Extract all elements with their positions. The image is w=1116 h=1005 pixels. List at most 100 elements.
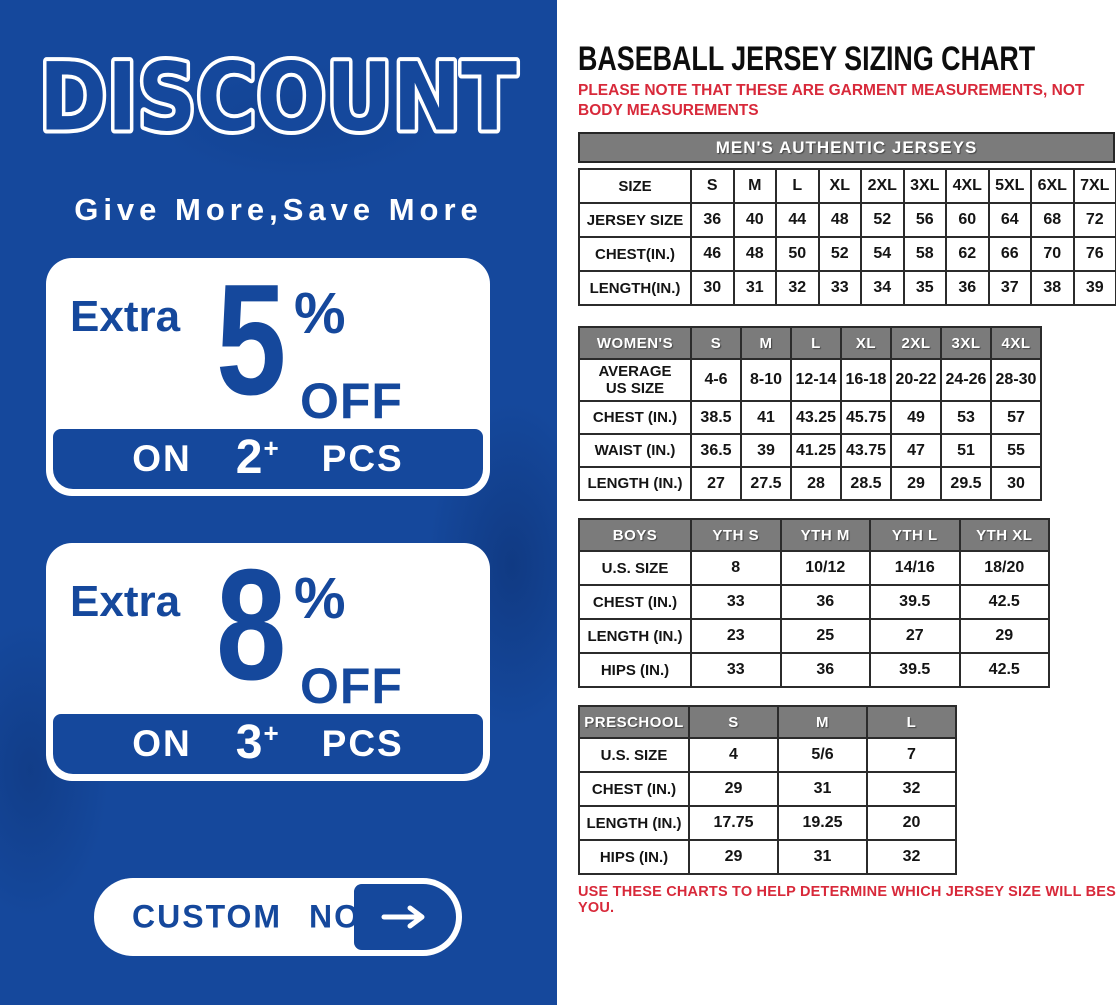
cell-value: 70 [1030, 236, 1075, 273]
cell-value: 39 [1072, 270, 1116, 307]
cell-value: 48 [732, 236, 777, 273]
table-row: CHEST (IN.) 38.5 41 43.25 45.75 49 53 57 [578, 400, 1042, 436]
cell-value: 10/12 [779, 550, 871, 587]
cell-value: 53 [940, 400, 992, 436]
cell-value: 58 [902, 236, 947, 273]
cell-value: 36.5 [690, 433, 742, 469]
arrow-right-icon [354, 884, 456, 950]
row-label: CHEST (IN.) [578, 584, 692, 621]
cell-value: 49 [890, 400, 942, 436]
boys-header-row: BOYS YTH S YTH M YTH L YTH XL [578, 518, 1050, 553]
cell-value: 39 [740, 433, 792, 469]
cell-value: 5XL [987, 168, 1032, 205]
cell-value: 20 [866, 805, 957, 842]
table-row: HIPS (IN.) 33 36 39.5 42.5 [578, 652, 1050, 689]
cell-value: 35 [902, 270, 947, 307]
cell-value: 36 [779, 584, 871, 621]
boys-table-label: BOYS [578, 518, 692, 553]
size-column-header: M [777, 705, 868, 740]
cell-value: 72 [1072, 202, 1116, 239]
cell-value: 46 [690, 236, 735, 273]
cell-value: 36 [690, 202, 735, 239]
discount-title-text: DISCOUNT [39, 44, 517, 153]
sizing-chart-panel: BASEBALL JERSEY SIZING CHART PLEASE NOTE… [557, 0, 1116, 1005]
cell-value: 68 [1030, 202, 1075, 239]
cell-value: 8 [690, 550, 782, 587]
cell-value: 38.5 [690, 400, 742, 436]
cell-value: 16-18 [840, 358, 892, 403]
cell-value: 7XL [1072, 168, 1116, 205]
cell-value: 8-10 [740, 358, 792, 403]
cell-value: 52 [860, 202, 905, 239]
table-row: U.S. SIZE 4 5/6 7 [578, 737, 957, 774]
offer-quantity: 3+ [235, 715, 279, 769]
cell-value: 64 [987, 202, 1032, 239]
row-label: HIPS (IN.) [578, 839, 690, 876]
cell-value: 30 [990, 466, 1042, 502]
cell-value: 7 [866, 737, 957, 774]
row-label: CHEST (IN.) [578, 400, 692, 436]
cell-value: 24-26 [940, 358, 992, 403]
custom-now-label: CUSTOM NOW [132, 898, 394, 935]
fit-advice-note: USE THESE CHARTS TO HELP DETERMINE WHICH… [578, 884, 1116, 917]
cell-value: 40 [732, 202, 777, 239]
offer-prefix: Extra [70, 577, 181, 626]
size-column-header: S [688, 705, 779, 740]
size-column-header: YTH L [869, 518, 961, 553]
cell-value: 37 [987, 270, 1032, 307]
cell-value: 31 [777, 771, 868, 808]
size-column-header: YTH S [690, 518, 782, 553]
size-column-header: L [790, 326, 842, 361]
discount-banner: DISCOUNT Give More,Save More Extra 5 % O… [0, 0, 557, 1005]
cell-value: 29 [688, 771, 779, 808]
cell-value: 25 [779, 618, 871, 655]
cell-value: 38 [1030, 270, 1075, 307]
cell-value: 39.5 [869, 584, 961, 621]
size-column-header: 3XL [940, 326, 992, 361]
cell-value: 31 [777, 839, 868, 876]
cell-value: 29.5 [940, 466, 992, 502]
size-column-header: XL [840, 326, 892, 361]
row-label: AVERAGE US SIZE [578, 358, 692, 403]
offer-card-8-percent: Extra 8 % OFF ON 3+ PCS [46, 543, 490, 781]
discount-title: DISCOUNT [35, 40, 521, 154]
cell-value: 27.5 [740, 466, 792, 502]
cell-value: 36 [945, 270, 990, 307]
cell-value: 23 [690, 618, 782, 655]
table-row: AVERAGE US SIZE 4-6 8-10 12-14 16-18 20-22 24-2… [578, 358, 1042, 403]
cell-value: 41.25 [790, 433, 842, 469]
cell-value: 45.75 [840, 400, 892, 436]
offer-pcs-label: PCS [321, 723, 404, 764]
row-label: WAIST (IN.) [578, 433, 692, 469]
cell-value: 4XL [945, 168, 990, 205]
cell-value: 36 [779, 652, 871, 689]
offer-off-label: OFF [300, 373, 403, 429]
cell-value: 33 [817, 270, 862, 307]
cell-value: 51 [940, 433, 992, 469]
mens-size-table: SIZE S M L XL 2XL 3XL 4XL 5XL 6XL 7XL JERSEY SIZE 36… [578, 168, 1116, 307]
plus-sign: + [263, 432, 279, 463]
table-row: LENGTH (IN.) 27 27.5 28 28.5 29 29.5 30 [578, 466, 1042, 502]
cell-value: 19.25 [777, 805, 868, 842]
custom-now-button[interactable]: CUSTOM NOW [94, 878, 462, 956]
row-label: CHEST(IN.) [578, 236, 692, 273]
size-column-header: L [866, 705, 957, 740]
cell-value: 52 [817, 236, 862, 273]
row-label: U.S. SIZE [578, 737, 690, 774]
size-column-header: 2XL [890, 326, 942, 361]
cell-value: 30 [690, 270, 735, 307]
size-column-header: S [690, 326, 742, 361]
cell-value: 28-30 [990, 358, 1042, 403]
cell-value: 47 [890, 433, 942, 469]
cell-value: 57 [990, 400, 1042, 436]
womens-table-label: WOMEN'S [578, 326, 692, 361]
table-row: CHEST (IN.) 33 36 39.5 42.5 [578, 584, 1050, 621]
mens-table-title: MEN'S AUTHENTIC JERSEYS [578, 132, 1115, 164]
cell-value: 39.5 [869, 652, 961, 689]
cell-value: 56 [902, 202, 947, 239]
table-row: HIPS (IN.) 29 31 32 [578, 839, 957, 876]
row-label: HIPS (IN.) [578, 652, 692, 689]
plus-sign: + [263, 717, 279, 748]
row-label: LENGTH(IN.) [578, 270, 692, 307]
womens-size-table: WOMEN'S S M L XL 2XL 3XL 4XL AVERAGE US SIZE 4-6 8-… [578, 326, 1042, 502]
